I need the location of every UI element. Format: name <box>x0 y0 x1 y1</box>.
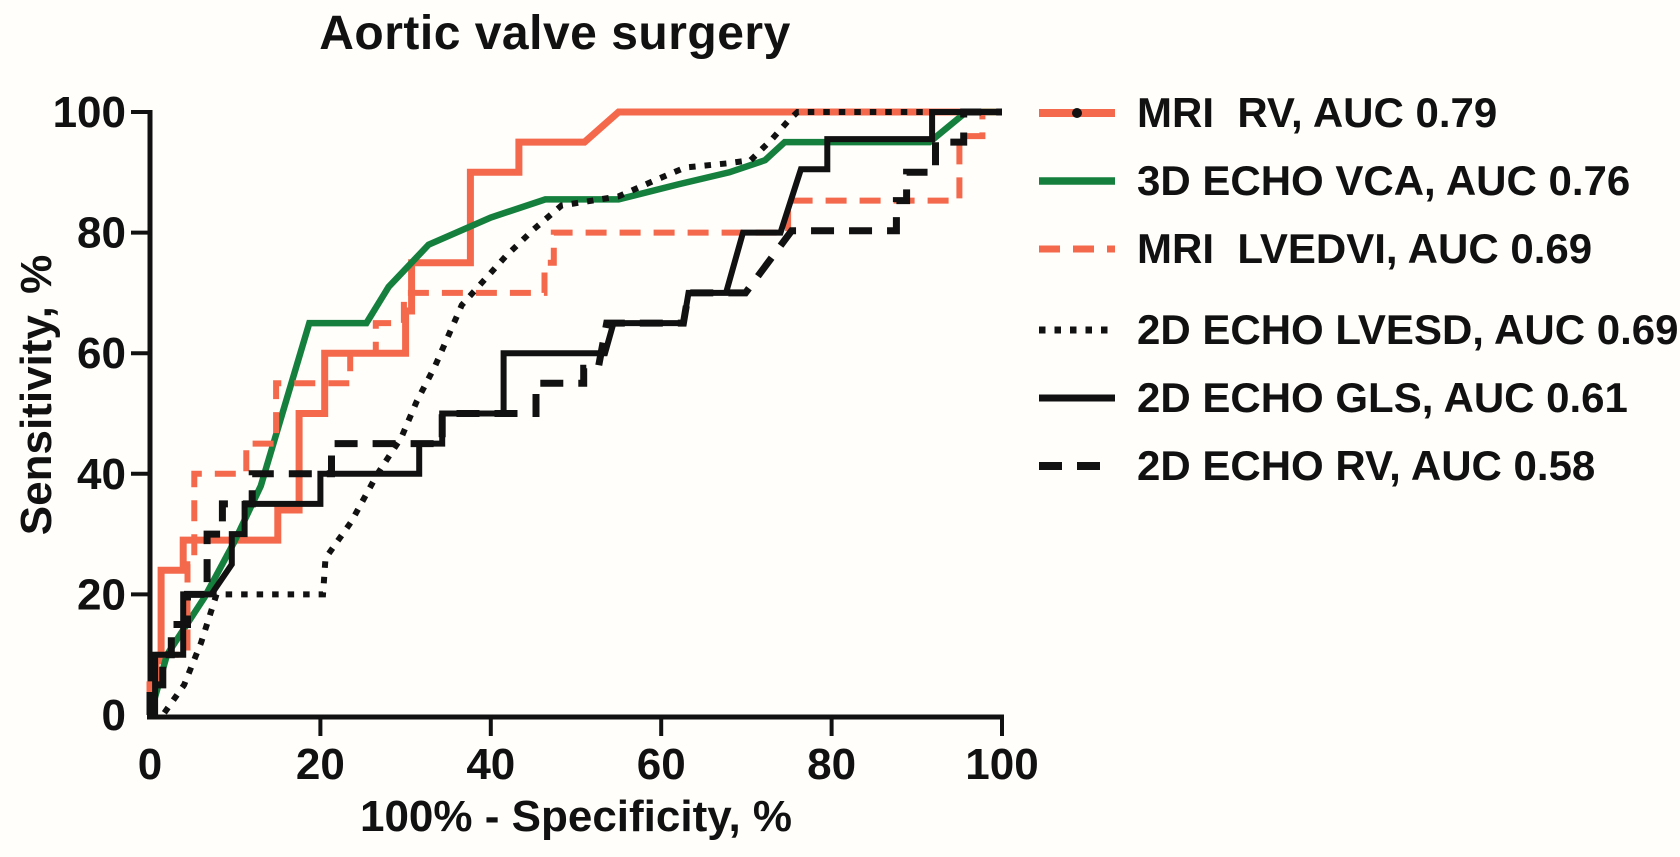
legend: MRI RV, AUC 0.79 3D ECHO VCA, AUC 0.76 M… <box>1037 89 1679 489</box>
legend-item-2d-echo-gls: 2D ECHO GLS, AUC 0.61 <box>1037 374 1678 421</box>
legend-swatch-mri-rv <box>1037 105 1117 121</box>
legend-line-2d-echo-lvesd <box>1039 326 1115 334</box>
x-tick-label-0: 0 <box>138 740 162 789</box>
legend-line-mri-rv <box>1039 108 1115 118</box>
legend-item-mri-lvedvi: MRI LVEDVI, AUC 0.69 <box>1037 225 1678 272</box>
y-tick-label-0: 0 <box>102 691 126 740</box>
x-tick-label-40: 40 <box>466 740 515 789</box>
legend-label-3d-echo-vca: 3D ECHO VCA, AUC 0.76 <box>1137 157 1631 204</box>
legend-line-2d-echo-gls <box>1039 394 1115 402</box>
y-tick-label-80: 80 <box>77 209 126 258</box>
y-axis-title: Sensitivity, % <box>12 254 61 536</box>
legend-item-2d-echo-rv: 2D ECHO RV, AUC 0.58 <box>1037 442 1678 489</box>
x-axis-title: 100% - Specificity, % <box>359 792 793 841</box>
legend-line-2d-echo-rv <box>1039 462 1115 470</box>
curve-2d-echo-rv <box>146 108 1002 715</box>
curve-mri-lvedvi <box>147 109 1002 715</box>
legend-swatch-2d-echo-lvesd <box>1037 322 1117 338</box>
y-tick-label-20: 20 <box>77 570 126 619</box>
legend-swatch-mri-lvedvi <box>1037 241 1117 257</box>
curve-mri-rv <box>146 108 1002 715</box>
legend-swatch-2d-echo-rv <box>1037 458 1117 474</box>
y-tick-label-60: 60 <box>77 329 126 378</box>
legend-label-mri-lvedvi: MRI LVEDVI, AUC 0.69 <box>1137 225 1593 272</box>
curve-2d-echo-gls <box>150 109 1002 718</box>
legend-marker-dot <box>1072 108 1082 118</box>
legend-swatch-3d-echo-vca <box>1037 173 1117 189</box>
legend-label-mri-rv: MRI RV, AUC 0.79 <box>1137 89 1498 136</box>
chart-title: Aortic valve surgery <box>319 7 791 60</box>
legend-item-3d-echo-vca: 3D ECHO VCA, AUC 0.76 <box>1037 157 1678 204</box>
x-tick-label-60: 60 <box>637 740 686 789</box>
x-tick-label-100: 100 <box>965 740 1038 789</box>
legend-line-mri-lvedvi <box>1039 245 1115 253</box>
y-tick-label-100: 100 <box>53 88 126 137</box>
legend-line-3d-echo-vca <box>1039 177 1115 185</box>
y-tick-label-40: 40 <box>77 450 126 499</box>
legend-label-2d-echo-lvesd: 2D ECHO LVESD, AUC 0.69 <box>1137 306 1679 353</box>
legend-swatch-2d-echo-gls <box>1037 390 1117 406</box>
legend-label-2d-echo-gls: 2D ECHO GLS, AUC 0.61 <box>1137 374 1628 421</box>
x-tick-label-80: 80 <box>807 740 856 789</box>
legend-item-2d-echo-lvesd: 2D ECHO LVESD, AUC 0.69 <box>1037 306 1679 353</box>
legend-label-2d-echo-rv: 2D ECHO RV, AUC 0.58 <box>1137 442 1596 489</box>
x-tick-label-20: 20 <box>296 740 345 789</box>
legend-item-mri-rv: MRI RV, AUC 0.79 <box>1037 89 1678 136</box>
curve-2d-echo-lvesd <box>150 109 1002 718</box>
